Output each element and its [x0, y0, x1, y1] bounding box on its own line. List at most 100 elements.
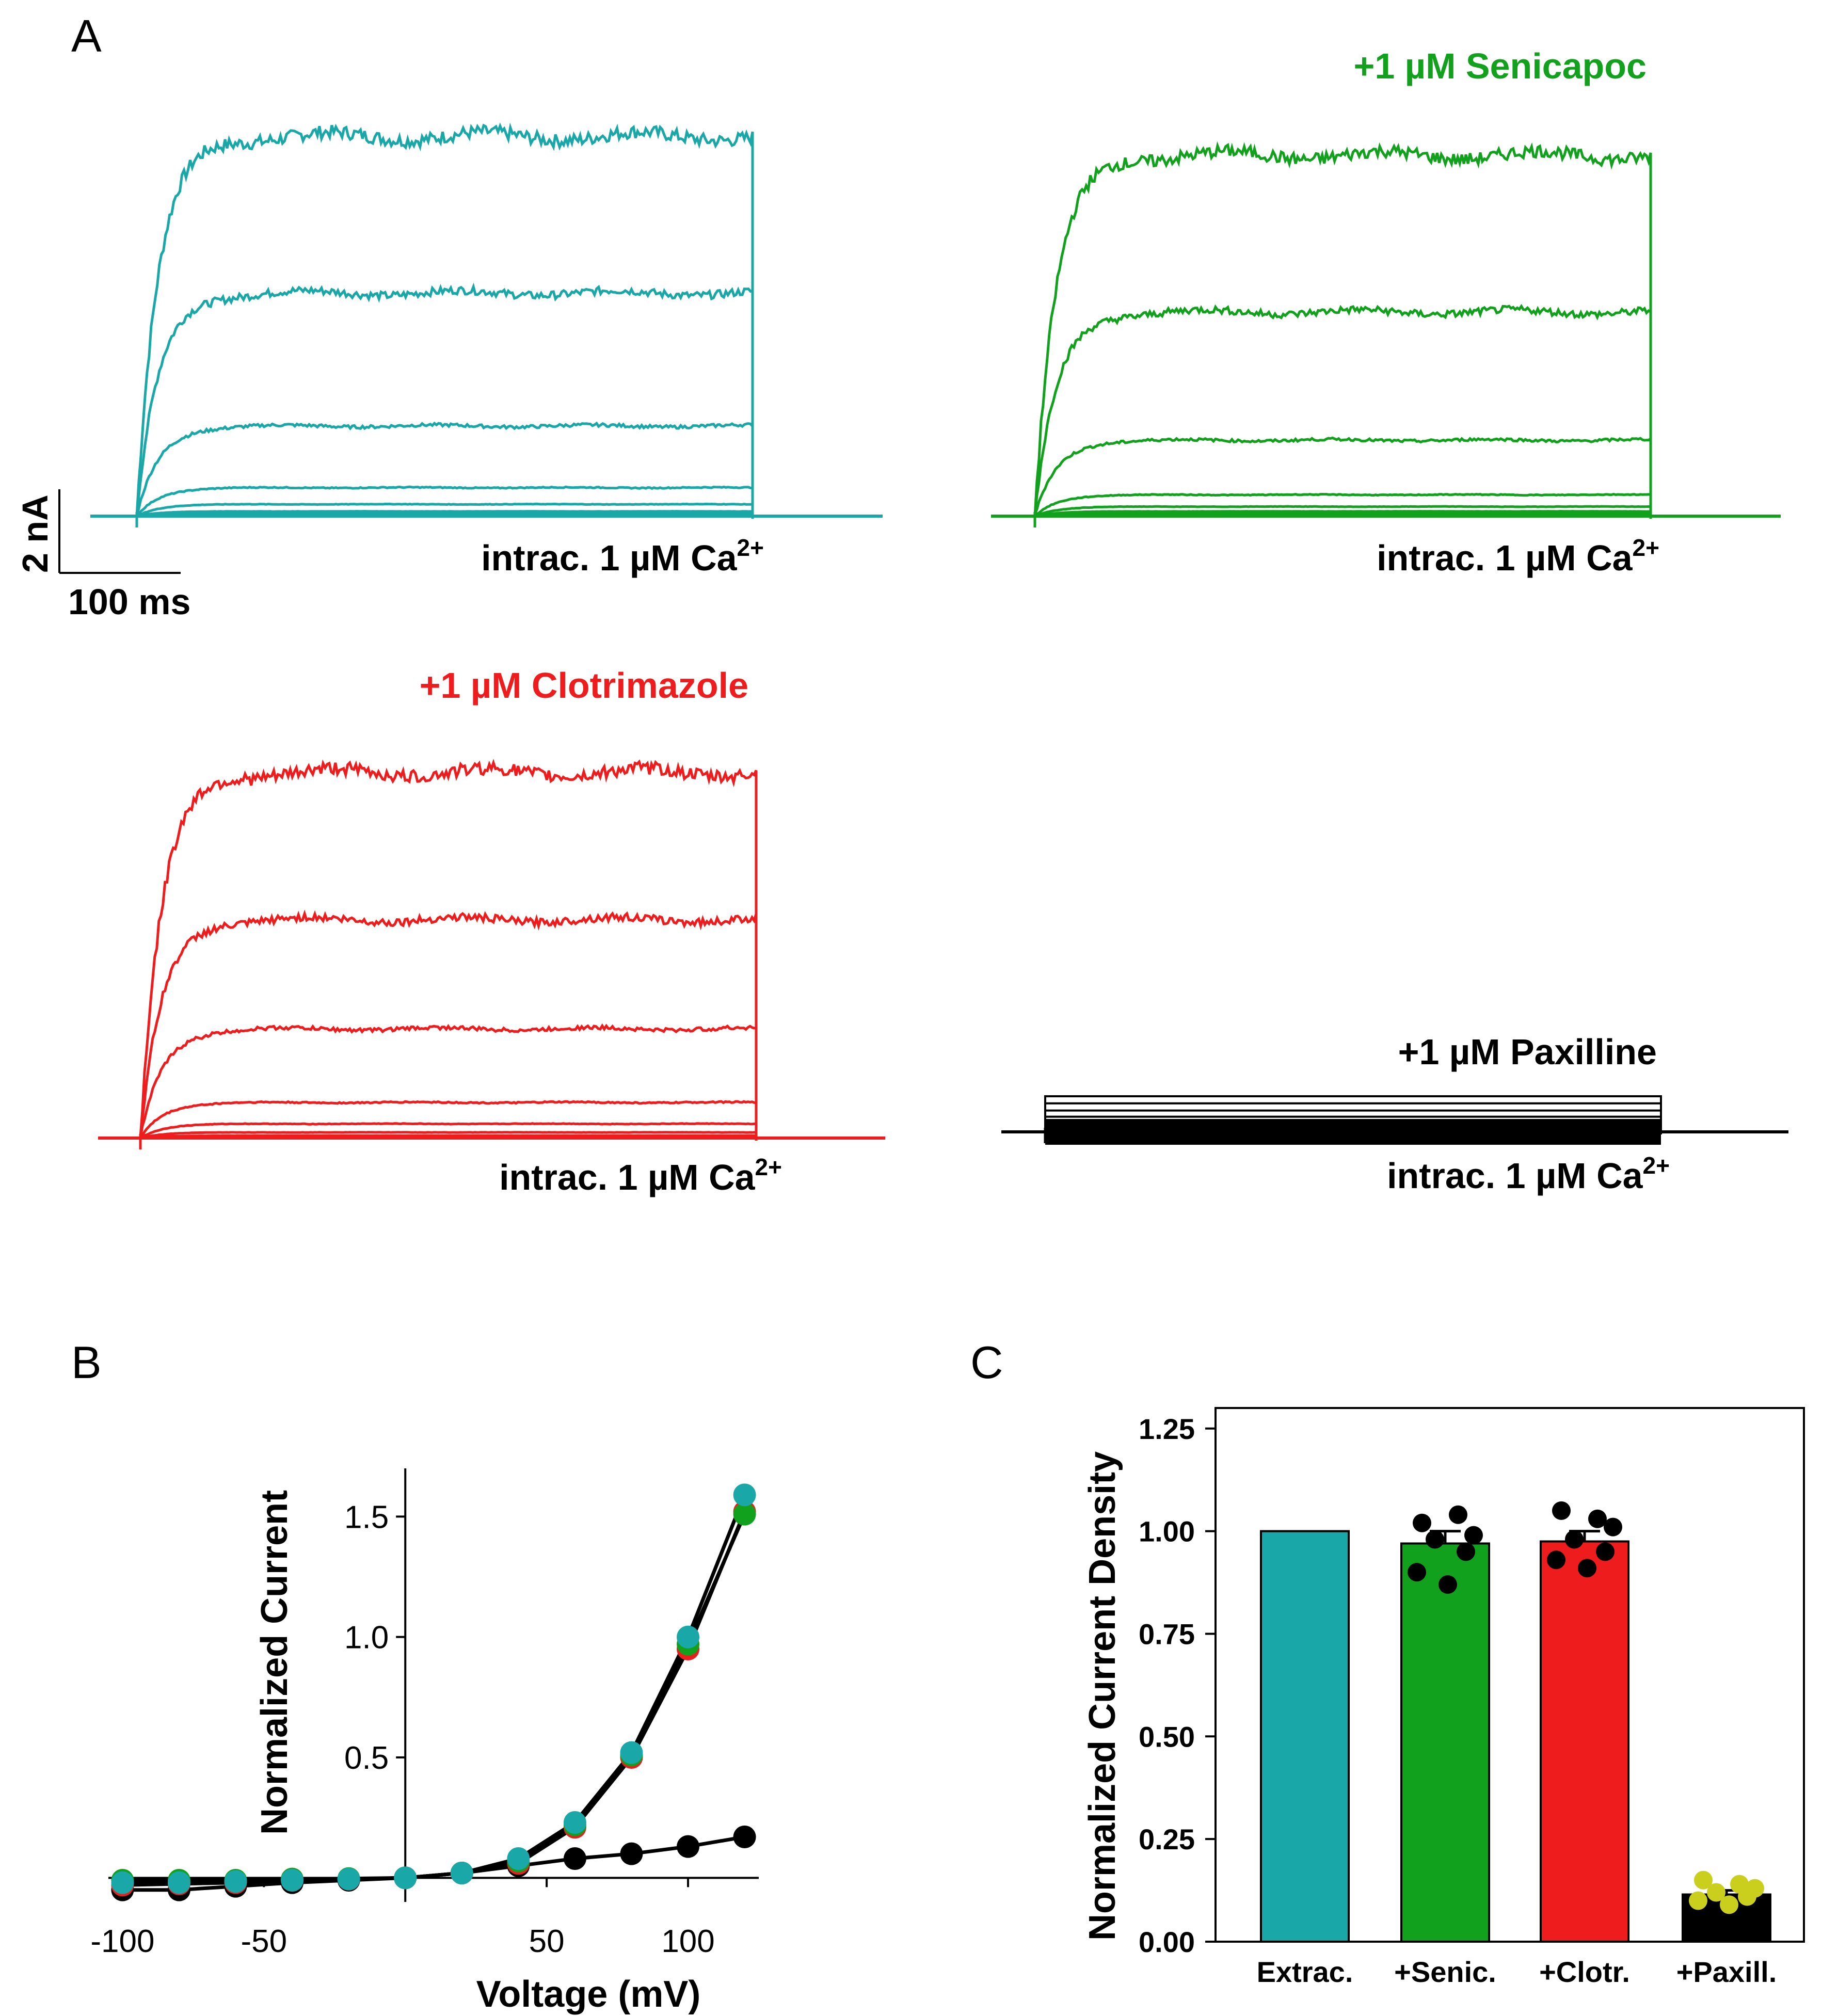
current-trace	[1033, 141, 1652, 521]
bar	[1540, 1540, 1629, 1943]
current-trace	[139, 1134, 758, 1143]
bar-data-point	[1552, 1501, 1571, 1520]
bar-ytick-label: 0.00	[1139, 1926, 1195, 1958]
bar	[1260, 1530, 1350, 1943]
iv-point	[733, 1826, 756, 1848]
iv-line	[122, 1513, 746, 1882]
iv-point	[337, 1867, 360, 1891]
current-trace	[1044, 1102, 1662, 1137]
caption-paxilline-sup: 2+	[1643, 1152, 1670, 1179]
iv-point	[394, 1866, 417, 1890]
iv-point	[281, 1869, 304, 1892]
current-trace	[1033, 509, 1652, 521]
caption-clotrimazole-sup: 2+	[755, 1154, 782, 1180]
iv-point	[224, 1870, 247, 1893]
iv-xtick-label: 100	[661, 1924, 714, 1959]
trace-panel-senicapoc	[991, 141, 1781, 527]
panel-label-b: B	[71, 1337, 102, 1388]
panel-label-c: C	[970, 1337, 1003, 1388]
current-trace	[139, 909, 758, 1143]
bar-category-label: +Paxill.	[1676, 1956, 1777, 1988]
iv-ytick-label: 0.5	[344, 1740, 389, 1776]
iv-point	[167, 1871, 190, 1894]
current-trace	[1044, 1109, 1662, 1137]
caption-control: intrac. 1 µM Ca2+	[481, 534, 764, 578]
bar-ytick-label: 0.25	[1139, 1823, 1195, 1855]
bar-category-label: Extrac.	[1257, 1956, 1353, 1988]
trace-panel-control	[90, 122, 883, 527]
current-trace	[1033, 492, 1652, 521]
bar-category-label: +Clotr.	[1539, 1956, 1630, 1988]
bar-data-point	[1604, 1517, 1622, 1537]
bar-ylabel: Normalized Current Density	[1082, 1451, 1123, 1941]
bar-data-point	[1578, 1559, 1596, 1578]
caption-senicapoc-sup: 2+	[1633, 534, 1659, 561]
iv-line	[122, 1494, 746, 1885]
iv-point	[563, 1847, 586, 1870]
bar-ytick-label: 0.75	[1139, 1618, 1195, 1650]
iv-point	[111, 1871, 134, 1894]
bar-ytick-label: 1.00	[1139, 1515, 1195, 1548]
current-trace	[135, 509, 754, 521]
bar-data-point	[1565, 1530, 1584, 1549]
bar-data-point	[1547, 1550, 1565, 1570]
senicapoc-title: +1 µM Senicapoc	[1354, 46, 1647, 86]
bar	[1400, 1542, 1490, 1943]
caption-clotrimazole: intrac. 1 µM Ca2+	[499, 1154, 782, 1197]
caption-senicapoc: intrac. 1 µM Ca2+	[1377, 534, 1659, 578]
iv-point	[450, 1862, 473, 1884]
iv-xlabel: Voltage (mV)	[476, 1974, 701, 2015]
current-trace	[139, 1100, 758, 1143]
current-trace	[139, 759, 758, 1143]
current-trace	[135, 512, 754, 521]
bar-data-point	[1439, 1575, 1457, 1594]
clotrimazole-title: +1 µM Clotrimazole	[420, 665, 748, 706]
trace-panel-clotrimazole	[98, 759, 885, 1149]
bar-frame	[1214, 1407, 1805, 1943]
caption-paxilline-text: intrac. 1 µM Ca	[1387, 1156, 1643, 1196]
iv-plot: Normalized Current Voltage (mV) -100 -50 5…	[90, 1468, 759, 2015]
bar-category-label: +Senic.	[1394, 1956, 1496, 1988]
current-trace	[135, 485, 754, 521]
iv-point	[507, 1847, 530, 1870]
iv-ytick-label: 1.0	[344, 1620, 389, 1656]
current-trace	[135, 421, 754, 521]
bar-ytick-label: 1.25	[1139, 1413, 1195, 1445]
iv-line	[122, 1511, 746, 1887]
caption-control-sup: 2+	[737, 534, 764, 561]
panel-label-a: A	[71, 10, 102, 61]
iv-point	[620, 1741, 643, 1764]
iv-point	[677, 1835, 700, 1858]
current-trace	[1033, 505, 1652, 521]
caption-clotrimazole-text: intrac. 1 µM Ca	[499, 1157, 756, 1197]
current-trace	[1033, 512, 1652, 521]
iv-xtick-label: -50	[241, 1924, 287, 1959]
bar-chart: Normalized Current Density 0.00 0.25 0.50 0…	[1082, 1407, 1805, 1988]
bar-data-point	[1588, 1509, 1607, 1528]
iv-point	[563, 1811, 586, 1834]
iv-ytick-label: 1.5	[344, 1499, 389, 1535]
iv-point	[733, 1483, 756, 1507]
current-trace	[1044, 1115, 1662, 1137]
caption-paxilline: intrac. 1 µM Ca2+	[1387, 1152, 1670, 1196]
caption-senicapoc-text: intrac. 1 µM Ca	[1377, 538, 1633, 578]
bar-data-point	[1689, 1891, 1707, 1910]
bar-data-point	[1738, 1887, 1756, 1906]
bar-data-point	[1464, 1526, 1483, 1545]
bar-data-point	[1408, 1563, 1426, 1582]
current-trace	[1033, 436, 1652, 521]
iv-ylabel: Normalized Current	[254, 1490, 295, 1835]
paxilline-title: +1 µM Paxilline	[1398, 1032, 1657, 1072]
bar-data-point	[1707, 1883, 1725, 1902]
caption-control-text: intrac. 1 µM Ca	[481, 538, 738, 578]
scale-bar-time-label: 100 ms	[68, 582, 190, 622]
trace-block	[1045, 1119, 1661, 1145]
bar-data-point	[1413, 1513, 1431, 1532]
current-trace	[1044, 1095, 1662, 1137]
iv-point	[733, 1502, 756, 1526]
iv-point	[677, 1625, 700, 1649]
iv-xtick-label: -100	[90, 1924, 154, 1959]
trace-panel-paxilline	[1001, 1095, 1788, 1145]
current-trace	[139, 1131, 758, 1143]
